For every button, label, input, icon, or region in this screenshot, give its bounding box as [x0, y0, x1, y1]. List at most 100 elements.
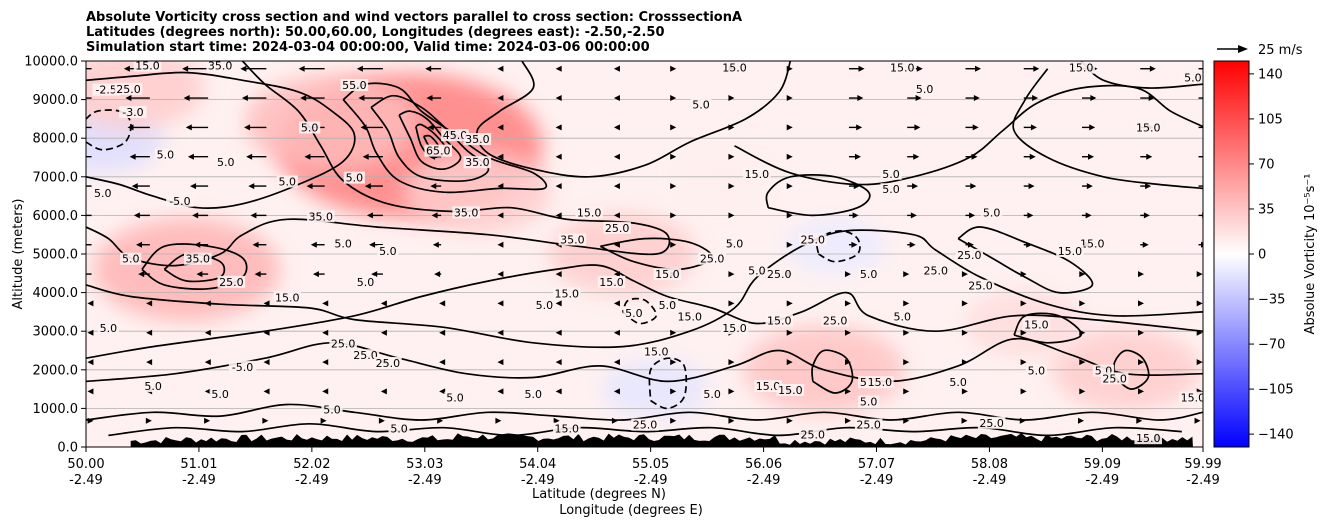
- contour-label-bg-82: [854, 418, 883, 431]
- contour-label-16: 35.0: [465, 156, 490, 169]
- wind-vector-102: [192, 212, 209, 219]
- contour-26: [1113, 349, 1150, 390]
- wind-vector-228: [555, 388, 562, 395]
- contour-label-22: 15.0: [722, 62, 747, 75]
- wind-vector-106: [431, 212, 442, 219]
- contour-label-bg-21: [558, 233, 587, 246]
- vorticity-blob-9: [601, 358, 711, 420]
- y-axis-label: Altitude (meters): [11, 199, 26, 310]
- contour-22: [108, 422, 1182, 437]
- contour-label-bg-72: [444, 391, 466, 404]
- contour-label-63: 5.0: [882, 183, 900, 196]
- x-tick-label-lat-2: 52.02: [293, 457, 330, 472]
- wind-vector-59: [1198, 126, 1203, 129]
- wind-vector-60: [86, 156, 92, 158]
- contour-label-54: 5.0: [860, 268, 878, 281]
- wind-vector-16: [1023, 65, 1040, 72]
- wind-vector-216: [1020, 359, 1027, 366]
- wind-vector-184: [322, 329, 329, 336]
- wind-vector-175: [961, 300, 968, 307]
- contour-label-55: 5.0: [893, 311, 911, 324]
- wind-vector-245: [378, 417, 385, 424]
- contour-label-70: 5.0: [703, 388, 721, 401]
- wind-vector-146: [434, 271, 442, 278]
- wind-vector-133: [848, 241, 858, 248]
- wind-vector-101: [133, 212, 150, 219]
- contour-label-76: 15.0: [722, 322, 747, 335]
- wind-vector-249: [611, 417, 618, 424]
- wind-vector-100: [86, 214, 92, 217]
- wind-vector-167: [497, 300, 504, 307]
- contour-label-bg-54: [858, 268, 880, 281]
- wind-vector-183: [263, 329, 270, 336]
- contour-label-2: -3.0: [122, 106, 143, 119]
- contour-25: [811, 349, 854, 394]
- wind-vector-90: [670, 183, 677, 190]
- contour-label-17: 65.0: [426, 145, 451, 158]
- wind-vector-85: [364, 183, 383, 190]
- x-tick-label-lat-10: 59.99: [1184, 457, 1221, 472]
- wind-vector-27: [497, 95, 504, 102]
- contour-label-bg-75: [142, 380, 164, 393]
- wind-vector-153: [844, 271, 851, 278]
- contour-label-11: 5.0: [346, 172, 364, 185]
- contour-label-64: 15.0: [1024, 318, 1049, 331]
- wind-vector-97: [1082, 183, 1093, 190]
- wind-vector-168: [555, 300, 562, 307]
- contour-label-bg-52: [552, 287, 581, 300]
- x-tick-label-lon-0: -2.49: [69, 473, 103, 488]
- wind-vector-46: [427, 124, 442, 131]
- wind-vector-30: [670, 95, 677, 102]
- wind-vector-49: [613, 124, 620, 131]
- wind-vector-61: [129, 153, 150, 160]
- contour-label-40: 5.0: [536, 299, 554, 312]
- wind-vector-28: [555, 95, 562, 102]
- x-tick-label-lon-9: -2.49: [1086, 473, 1120, 488]
- wind-vector-9: [613, 65, 620, 72]
- contour-label-0: -2.5: [95, 84, 116, 97]
- wind-vector-10: [670, 65, 677, 72]
- wind-vector-37: [1082, 95, 1097, 102]
- x-tick-label-lat-9: 59.09: [1084, 457, 1121, 472]
- wind-vector-21: [125, 95, 150, 102]
- contour-label-86: 5.0: [323, 403, 341, 416]
- wind-vector-41: [127, 124, 150, 131]
- wind-vector-117: [1082, 212, 1092, 219]
- wind-vector-109: [613, 212, 620, 219]
- wind-vector-164: [322, 300, 329, 307]
- vorticity-blob-1: [244, 74, 419, 171]
- colorbar-tick-label-7: −105: [1258, 383, 1294, 398]
- wind-vector-165: [380, 300, 387, 307]
- wind-vector-65: [362, 153, 383, 160]
- wind-vector-118: [1140, 212, 1150, 219]
- contour-label-bg-41: [354, 275, 377, 288]
- colorbar: 140 105 70 35 0 −35 −70 −105 −140 Absolue Vortic…: [1213, 60, 1318, 448]
- wind-vector-195: [961, 329, 968, 336]
- x-tick-label-lon-3: -2.49: [408, 473, 442, 488]
- terrain: [130, 433, 1193, 447]
- wind-vector-43: [244, 124, 267, 131]
- colorbar-tick-label-6: −70: [1258, 338, 1285, 353]
- contour-label-bg-89: [1100, 372, 1129, 385]
- wind-vector-87: [497, 183, 504, 190]
- wind-vector-234: [903, 388, 910, 395]
- wind-vector-124: [310, 241, 325, 248]
- contour-label-57: 25.0: [957, 249, 982, 262]
- wind-vector-72: [786, 153, 793, 160]
- contour-label-bg-86: [321, 403, 343, 416]
- wind-vector-226: [439, 388, 446, 395]
- contour-label-bg-88: [1179, 391, 1203, 404]
- wind-vector-108: [555, 212, 562, 219]
- contour-label-41: 5.0: [357, 276, 375, 289]
- x-axis-label-longitude: Longitude (degrees E): [559, 503, 703, 518]
- contour-label-34: 15.0: [644, 345, 669, 358]
- contour-label-23: 15.0: [890, 62, 915, 75]
- contour-label-bg-81: [798, 428, 827, 441]
- wind-vector-3: [240, 65, 267, 72]
- x-axis-label-latitude: Latitude (degrees N): [532, 487, 666, 502]
- contour-label-bg-17: [424, 144, 453, 157]
- x-tick-label-lat-7: 57.07: [858, 457, 895, 472]
- wind-vector-236: [1020, 388, 1027, 395]
- wind-vector-81: [131, 183, 150, 190]
- wind-vector-45: [360, 124, 383, 131]
